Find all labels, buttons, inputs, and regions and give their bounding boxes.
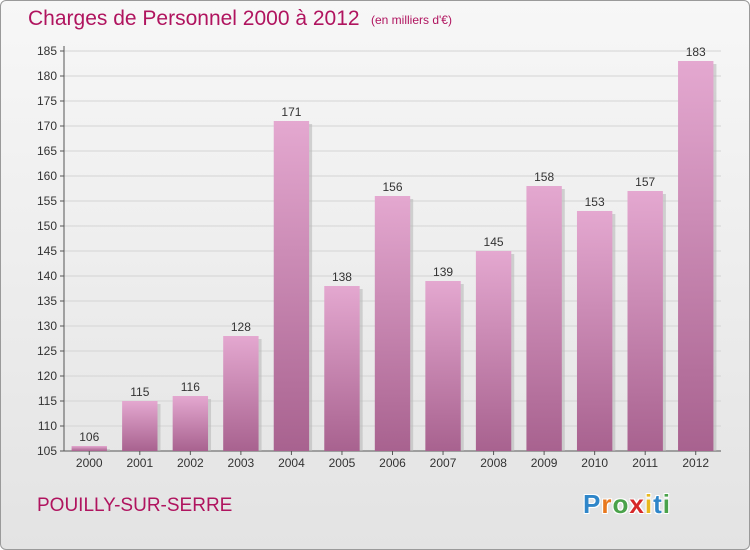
y-tick-label: 170 bbox=[37, 119, 57, 133]
x-tick-label: 2002 bbox=[177, 456, 204, 470]
x-tick-label: 2000 bbox=[76, 456, 103, 470]
y-tick-label: 175 bbox=[37, 94, 57, 108]
bar-value-label: 139 bbox=[433, 265, 453, 279]
bar-value-label: 128 bbox=[231, 320, 251, 334]
bar-value-label: 171 bbox=[281, 105, 301, 119]
y-tick-label: 130 bbox=[37, 319, 57, 333]
bar bbox=[475, 251, 512, 451]
x-tick-label: 2006 bbox=[379, 456, 406, 470]
x-tick-label: 2011 bbox=[632, 456, 658, 470]
bar bbox=[273, 121, 310, 451]
bar-value-label: 116 bbox=[181, 380, 200, 394]
brand-letter: x bbox=[629, 489, 645, 519]
bars bbox=[71, 61, 717, 451]
bar bbox=[576, 211, 613, 451]
y-tick-label: 150 bbox=[37, 219, 57, 233]
y-tick-label: 140 bbox=[37, 269, 57, 283]
bar-value-label: 138 bbox=[332, 270, 352, 284]
x-tick-label: 2005 bbox=[329, 456, 356, 470]
proxiti-logo: Proxiti bbox=[583, 489, 671, 520]
x-tick-labels: 2000 2001 2002 2003 2004 2005 2006 2007 2008 2009… bbox=[76, 456, 709, 470]
bar bbox=[526, 186, 562, 451]
x-tick-label: 2008 bbox=[480, 456, 507, 470]
bar-value-label: 158 bbox=[534, 170, 554, 184]
location-name: POUILLY-SUR-SERRE bbox=[37, 495, 233, 516]
bar bbox=[122, 401, 158, 451]
x-tick-label: 2009 bbox=[531, 456, 558, 470]
brand-letter: i bbox=[662, 489, 671, 519]
x-tick-label: 2003 bbox=[228, 456, 255, 470]
y-tick-label: 180 bbox=[37, 69, 57, 83]
brand-letter: o bbox=[612, 489, 630, 519]
x-tick-label: 2007 bbox=[430, 456, 457, 470]
bar-value-label: 183 bbox=[686, 45, 706, 59]
x-tick-label: 2001 bbox=[126, 456, 153, 470]
y-tick-label: 115 bbox=[38, 394, 57, 408]
bar-value-label: 153 bbox=[585, 195, 605, 209]
value-labels: 106 115 116 128 171 138 156 139 145 158 153 157 183 bbox=[79, 45, 706, 444]
y-tick-label: 165 bbox=[37, 144, 57, 158]
y-tick-label: 145 bbox=[37, 244, 57, 258]
chart-title: Charges de Personnel 2000 à 2012 bbox=[28, 7, 360, 30]
brand-letter: i bbox=[644, 489, 654, 519]
brand-letter: P bbox=[583, 489, 602, 519]
x-tick-label: 2012 bbox=[682, 456, 709, 470]
x-tick-label: 2010 bbox=[581, 456, 608, 470]
bar bbox=[324, 286, 360, 451]
bar-value-label: 115 bbox=[130, 385, 149, 399]
bar-value-label: 157 bbox=[635, 175, 655, 189]
y-tick-label: 120 bbox=[37, 369, 57, 383]
y-tick-labels: 105 110 115 120 125 130 135 140 145 150 155 160 165 1… bbox=[37, 44, 57, 458]
bar bbox=[172, 396, 209, 451]
brand-letter: r bbox=[601, 489, 613, 519]
y-tick-label: 160 bbox=[37, 169, 57, 183]
y-tick-label: 110 bbox=[38, 419, 57, 433]
brand-letter: t bbox=[653, 489, 663, 519]
bar bbox=[425, 281, 461, 451]
bar-value-label: 156 bbox=[382, 180, 402, 194]
bar bbox=[678, 61, 714, 451]
x-tick-label: 2004 bbox=[278, 456, 305, 470]
y-tick-label: 155 bbox=[37, 194, 57, 208]
y-tick-label: 105 bbox=[37, 444, 57, 458]
y-tick-label: 125 bbox=[37, 344, 57, 358]
bar bbox=[71, 446, 107, 451]
chart-subtitle: (en milliers d'€) bbox=[371, 13, 452, 27]
bar bbox=[374, 196, 411, 451]
bar-value-label: 106 bbox=[79, 430, 99, 444]
bar bbox=[627, 191, 663, 451]
y-tick-label: 185 bbox=[37, 44, 57, 58]
y-tick-label: 135 bbox=[37, 294, 57, 308]
bar-value-label: 145 bbox=[484, 235, 504, 249]
bar bbox=[223, 336, 259, 451]
